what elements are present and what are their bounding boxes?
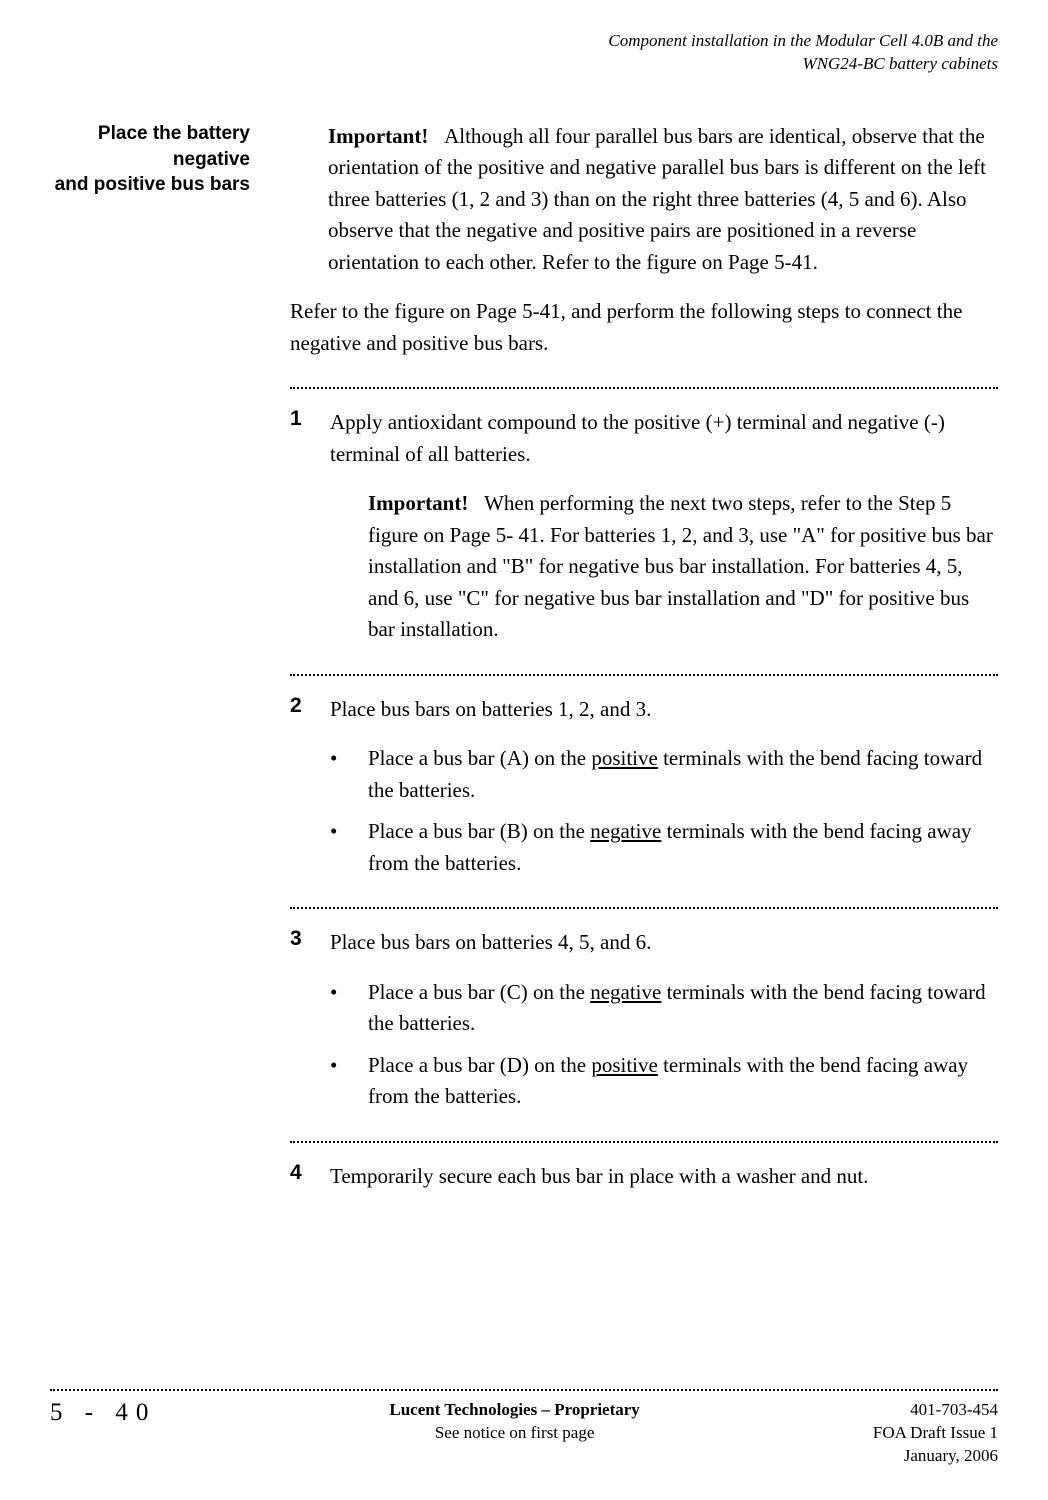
- step-4: 4 Temporarily secure each bus bar in pla…: [290, 1161, 998, 1193]
- step-text: Temporarily secure each bus bar in place…: [330, 1161, 998, 1193]
- step-1-important: Important! When performing the next two …: [290, 488, 998, 646]
- intro-para: Refer to the figure on Page 5-41, and pe…: [290, 296, 998, 359]
- step-3-bullets: Place a bus bar (C) on the negative term…: [290, 977, 998, 1113]
- step-text: Apply antioxidant compound to the positi…: [330, 407, 998, 470]
- footer-divider: [50, 1389, 998, 1391]
- footer-issue: FOA Draft Issue 1: [873, 1423, 998, 1442]
- footer-notice: See notice on first page: [435, 1423, 595, 1442]
- footer-date: January, 2006: [904, 1446, 998, 1465]
- divider: [290, 387, 998, 389]
- step-text: Place bus bars on batteries 4, 5, and 6.: [330, 927, 998, 959]
- side-heading-line-2: and positive bus bars: [55, 174, 250, 195]
- page-footer: 5 - 40 Lucent Technologies – Proprietary…: [50, 1389, 998, 1468]
- footer-docnum: 401-703-454: [910, 1400, 998, 1419]
- step-number: 4: [290, 1161, 330, 1185]
- footer-right: 401-703-454 FOA Draft Issue 1 January, 2…: [873, 1399, 998, 1468]
- divider: [290, 907, 998, 909]
- page-number: 5 - 40: [50, 1399, 156, 1427]
- important-label: Important!: [328, 124, 428, 148]
- step-number: 1: [290, 407, 330, 431]
- step-2: 2 Place bus bars on batteries 1, 2, and …: [290, 694, 998, 726]
- step-3: 3 Place bus bars on batteries 4, 5, and …: [290, 927, 998, 959]
- footer-proprietary: Lucent Technologies – Proprietary: [389, 1400, 639, 1419]
- step-number: 2: [290, 694, 330, 718]
- list-item: Place a bus bar (D) on the positive term…: [330, 1050, 998, 1113]
- running-header: Component installation in the Modular Ce…: [50, 30, 998, 76]
- list-item: Place a bus bar (A) on the positive term…: [330, 743, 998, 806]
- intro-important: Important! Although all four parallel bu…: [290, 121, 998, 279]
- main-column: Important! Although all four parallel bu…: [290, 121, 998, 1211]
- step-1: 1 Apply antioxidant compound to the posi…: [290, 407, 998, 470]
- step-number: 3: [290, 927, 330, 951]
- step-2-bullets: Place a bus bar (A) on the positive term…: [290, 743, 998, 879]
- important-label: Important!: [368, 491, 468, 515]
- list-item: Place a bus bar (C) on the negative term…: [330, 977, 998, 1040]
- step-text: Place bus bars on batteries 1, 2, and 3.: [330, 694, 998, 726]
- side-heading-line-1: Place the battery negative: [98, 123, 250, 170]
- footer-center: Lucent Technologies – Proprietary See no…: [389, 1399, 639, 1445]
- header-line-1: Component installation in the Modular Ce…: [608, 31, 998, 50]
- header-line-2: WNG24-BC battery cabinets: [803, 54, 998, 73]
- side-heading: Place the battery negative and positive …: [50, 121, 290, 198]
- divider: [290, 1141, 998, 1143]
- list-item: Place a bus bar (B) on the negative term…: [330, 816, 998, 879]
- divider: [290, 674, 998, 676]
